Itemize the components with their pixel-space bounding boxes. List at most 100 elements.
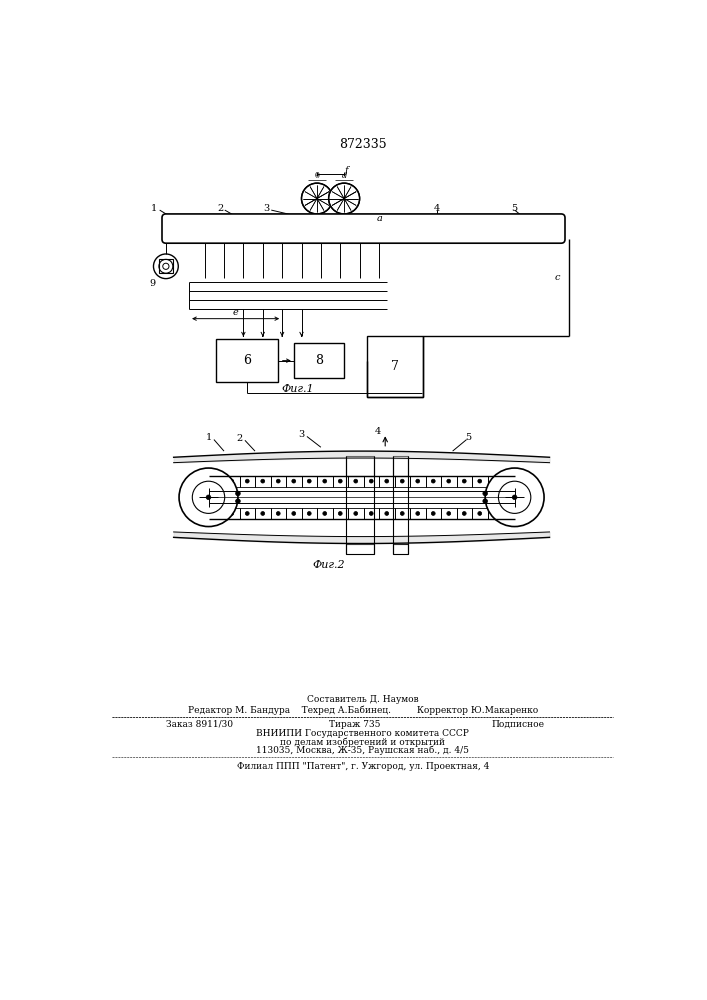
Bar — [410, 476, 426, 487]
Bar — [363, 476, 379, 487]
Bar — [457, 508, 472, 519]
Bar — [301, 476, 317, 487]
Circle shape — [447, 479, 450, 483]
Bar — [437, 222, 443, 235]
Bar — [393, 544, 409, 554]
Text: 5: 5 — [465, 433, 471, 442]
Circle shape — [329, 183, 360, 214]
Text: 4: 4 — [434, 204, 440, 213]
Text: 113035, Москва, Ж-35, Раушская наб., д. 4/5: 113035, Москва, Ж-35, Раушская наб., д. … — [256, 746, 469, 755]
Bar — [346, 544, 373, 554]
Bar — [453, 222, 460, 235]
Bar — [502, 222, 508, 235]
Text: 8: 8 — [315, 354, 323, 367]
Bar — [271, 508, 286, 519]
Circle shape — [431, 512, 436, 515]
Bar — [488, 476, 503, 487]
Text: 1: 1 — [151, 204, 158, 213]
Bar — [472, 476, 488, 487]
Bar — [379, 476, 395, 487]
Text: c: c — [554, 273, 560, 282]
Bar — [317, 508, 332, 519]
Circle shape — [235, 499, 240, 503]
Bar — [346, 456, 373, 476]
Text: d: d — [341, 172, 347, 180]
Circle shape — [369, 512, 373, 515]
Circle shape — [308, 512, 311, 515]
Text: 2: 2 — [236, 434, 243, 443]
Bar — [240, 476, 255, 487]
Circle shape — [179, 468, 238, 527]
Bar — [274, 222, 281, 235]
Circle shape — [483, 491, 488, 496]
Text: Филиал ППП "Патент", г. Ужгород, ул. Проектная, 4: Филиал ППП "Патент", г. Ужгород, ул. Про… — [237, 762, 489, 771]
Circle shape — [369, 479, 373, 483]
Text: 9: 9 — [150, 279, 156, 288]
Bar — [224, 476, 240, 487]
Circle shape — [323, 479, 327, 483]
Circle shape — [230, 512, 234, 515]
Circle shape — [245, 512, 249, 515]
Bar — [332, 476, 348, 487]
Bar — [518, 222, 525, 235]
Bar — [388, 222, 395, 235]
Circle shape — [493, 479, 497, 483]
Bar — [255, 476, 271, 487]
Text: ВНИИПИ Государственного комитета СССР: ВНИИПИ Государственного комитета СССР — [257, 729, 469, 738]
Bar — [291, 222, 297, 235]
Bar — [363, 219, 376, 236]
Bar — [172, 222, 555, 235]
Bar — [363, 508, 379, 519]
Bar — [441, 508, 457, 519]
Bar — [216, 339, 279, 382]
Circle shape — [400, 479, 404, 483]
Circle shape — [214, 479, 218, 483]
Circle shape — [261, 479, 264, 483]
Circle shape — [339, 512, 342, 515]
Circle shape — [462, 479, 466, 483]
Circle shape — [400, 512, 404, 515]
Circle shape — [431, 479, 436, 483]
Bar — [193, 222, 199, 235]
Bar — [348, 508, 363, 519]
Circle shape — [292, 512, 296, 515]
Text: a: a — [377, 214, 382, 223]
Bar — [486, 222, 492, 235]
Bar — [209, 508, 224, 519]
Bar — [368, 336, 423, 397]
Bar — [317, 476, 332, 487]
Circle shape — [153, 254, 178, 279]
Text: по делам изобретений и открытий: по делам изобретений и открытий — [280, 737, 445, 747]
Text: 3: 3 — [298, 430, 305, 439]
Bar — [224, 508, 240, 519]
Circle shape — [308, 479, 311, 483]
Text: Подписное: Подписное — [491, 720, 544, 729]
Text: θ: θ — [315, 172, 320, 180]
Bar — [339, 222, 346, 235]
Bar — [348, 476, 363, 487]
Bar — [177, 222, 183, 235]
Text: Фиг.1: Фиг.1 — [281, 384, 314, 394]
Bar — [356, 222, 362, 235]
Bar — [426, 508, 441, 519]
Bar — [286, 476, 301, 487]
Text: Тираж 735: Тираж 735 — [329, 720, 380, 729]
Bar — [301, 508, 317, 519]
Text: Редактор М. Бандура    Техред А.Бабинец.         Корректор Ю.Макаренко: Редактор М. Бандура Техред А.Бабинец. Ко… — [187, 706, 538, 715]
Bar — [209, 222, 216, 235]
Bar — [441, 476, 457, 487]
Circle shape — [513, 495, 517, 500]
Bar — [226, 222, 232, 235]
Bar — [286, 508, 301, 519]
Bar — [293, 343, 344, 378]
Bar — [469, 222, 476, 235]
Text: Фиг.2: Фиг.2 — [312, 560, 345, 570]
Circle shape — [416, 479, 420, 483]
Text: 5: 5 — [512, 204, 518, 213]
Bar — [372, 222, 378, 235]
Circle shape — [245, 479, 249, 483]
Circle shape — [354, 479, 358, 483]
Circle shape — [447, 512, 450, 515]
Text: 3: 3 — [264, 204, 270, 213]
Bar — [332, 508, 348, 519]
